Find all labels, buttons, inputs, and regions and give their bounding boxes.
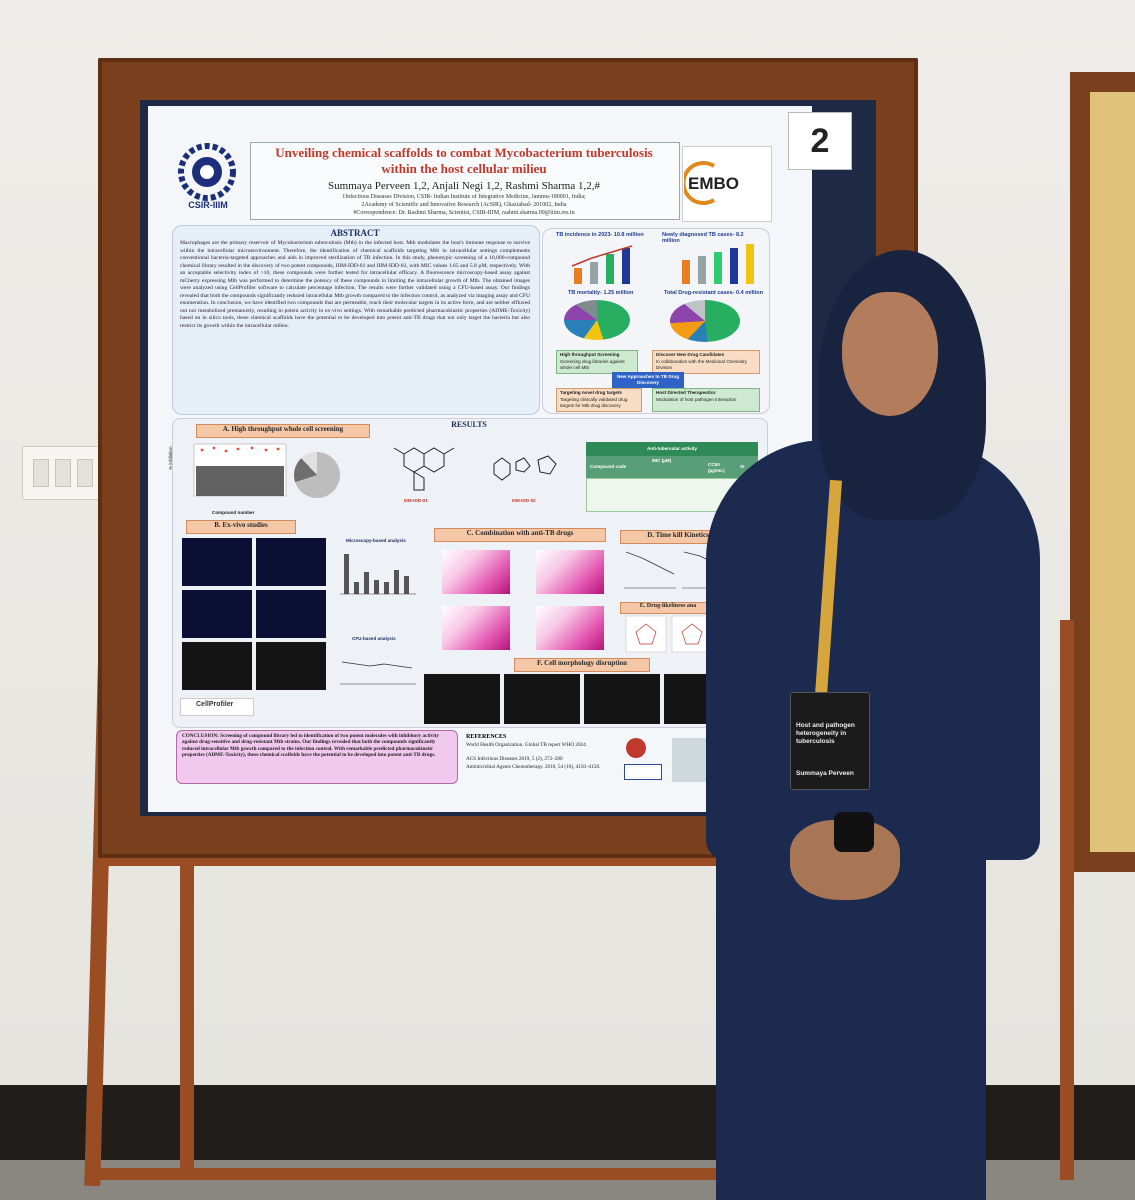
hts-pie (294, 452, 340, 498)
neighbor-easel-leg (1060, 620, 1074, 1180)
correspondence: #Correspondence: Dr. Rashmi Sharma, Scie… (353, 210, 575, 216)
sponsor-logo-2 (624, 764, 662, 780)
section-b-heading: B. Ex-vivo studies (186, 520, 296, 534)
poster-number: 2 (788, 112, 852, 170)
easel-leg-mid (180, 840, 194, 1180)
microscopy-bar-chart (340, 554, 416, 595)
abstract-text: Macrophages are the primary reservoir of… (180, 240, 530, 329)
stat-newly-diagnosed: Newly diagnosed TB cases- 8.2 million (662, 232, 744, 244)
embo-arc-icon (684, 161, 716, 205)
cfu-label: CFU-based analysis (352, 636, 396, 641)
box-host-directed-text: Modulation of host pathogen interaction (656, 397, 737, 402)
box-high-throughput-text: Screening drug libraries against whole c… (560, 359, 625, 370)
poster-title: Unveiling chemical scaffolds to combat M… (275, 145, 653, 176)
sem-iiim-idd-02 (584, 674, 660, 724)
heatmap-c2 (536, 550, 604, 594)
affiliation-1: 1Infectious Diseases Division, CSIR- Ind… (342, 194, 586, 200)
tb-incidence-chart (571, 245, 633, 284)
activity-table-col-cc50: CC50 (µg/mL) (708, 462, 725, 473)
cfu-line-chart (340, 661, 416, 685)
abstract-heading: ABSTRACT (330, 228, 380, 238)
poster-authors: Summaya Perveen 1,2, Anjali Negi 1,2, Ra… (328, 180, 600, 192)
box-new-approaches (612, 372, 684, 388)
hts-scatter-plot (193, 443, 287, 497)
box-high-throughput (556, 350, 638, 374)
references-heading: REFERENCES (466, 734, 507, 740)
easel-foot (90, 1168, 750, 1180)
micrograph-treated-4 (256, 642, 326, 690)
section-a-heading: A. High throughput whole cell screening (196, 424, 370, 438)
microscopy-label: Microscopy-based analysis (346, 538, 406, 543)
activity-table-title-bar (586, 442, 758, 456)
watch-icon (834, 812, 874, 852)
box-high-throughput-title: High throughput Screening (560, 352, 620, 357)
results-heading: RESULTS (451, 420, 487, 429)
abstract-box (172, 225, 540, 415)
activity-table-header (586, 456, 758, 478)
sem-iiim-idd-01 (504, 674, 580, 724)
affiliation-2: 2Academy of Scientific and Innovative Re… (361, 202, 567, 208)
reference-1: World Health Organization. Global TB rep… (466, 742, 588, 748)
activity-table-col-mic: MIC (µM) (652, 458, 672, 463)
hts-xlabel: Compound number (212, 510, 255, 515)
conference-badge (790, 692, 870, 790)
stat-drug-resistant: Total Drug-resistant cases- 0.4 million (664, 290, 763, 296)
hts-ylabel: % inhibition (168, 446, 173, 471)
sponsor-logo-1 (626, 738, 646, 758)
heatmap-c3 (442, 606, 510, 650)
csir-logo-text: CSIR-IIIM (188, 200, 228, 210)
box-new-approaches-text: New Approaches to TB Drug Discovery (616, 374, 680, 385)
tb-mortality-pie (564, 300, 630, 340)
compound-2-label: IIIM-IDD-02 (512, 498, 536, 503)
csir-logo-icon (178, 143, 236, 201)
activity-table-col-compound: Compound code (590, 464, 627, 469)
conclusion-box (176, 730, 458, 784)
box-new-candidates-text: In collaboration with the Medicinal Chem… (656, 359, 747, 370)
title-box (250, 142, 680, 220)
newly-diagnosed-chart (682, 244, 754, 284)
box-novel-targets-text: Targeting clinically validated drug targ… (560, 397, 628, 408)
embo-logo-text: EMBO (688, 174, 739, 193)
badge-event-title: Host and pathogen heterogeneity in tuber… (796, 722, 855, 745)
drug-likeness-radar (625, 615, 713, 653)
micrograph-treated-1 (182, 590, 252, 638)
box-novel-targets-title: Targeting novel drug targets (560, 390, 622, 395)
badge-name: Summaya Perveen (796, 770, 854, 777)
cellprofiler-logo-text: CellProfiler (196, 701, 234, 708)
sem-control (424, 674, 500, 724)
heatmap-c4 (536, 606, 604, 650)
box-host-directed (652, 388, 760, 412)
section-f-heading: F. Cell morphology disruption (514, 658, 650, 672)
box-new-candidates (652, 350, 760, 374)
micrograph-treated-2 (256, 590, 326, 638)
heatmap-c1 (442, 550, 510, 594)
compound-1-structure (393, 447, 455, 491)
person-face (842, 292, 938, 416)
micrograph-treated-3 (182, 642, 252, 690)
reference-3: Antimicrobial Agents Chemotherapy. 2010,… (466, 764, 601, 770)
activity-table-title: Anti-tubercular activity (646, 446, 698, 451)
stat-tb-incidence: TB incidence in 2023- 10.8 million (556, 232, 644, 238)
activity-table-col-si: SI (740, 464, 745, 469)
cellprofiler-logo (180, 698, 254, 716)
compound-2-structure (493, 455, 557, 481)
box-novel-targets (556, 388, 642, 412)
stat-tb-mortality: TB mortality- 1.25 million (568, 290, 634, 296)
section-c-heading: C. Combination with anti-TB drugs (434, 528, 606, 542)
section-e-heading: E. Drug-likeliness ana (620, 602, 716, 614)
conclusion-text: CONCLUSION: Screening of compound librar… (182, 733, 439, 759)
light-switch (22, 446, 102, 500)
embo-logo (682, 146, 772, 222)
drug-resistant-pie (670, 300, 740, 342)
micrograph-rifampicin-control (256, 538, 326, 586)
sem-bedaquiline (664, 674, 714, 724)
compound-1-label: IIIM-IDD-01 (404, 498, 428, 503)
box-new-candidates-title: Discover New Drug Candidates (656, 352, 725, 357)
neighbor-board-inner (1090, 92, 1135, 852)
reference-2: ACS Infectious Diseases 2019, 5 (2), 272… (466, 756, 563, 762)
box-host-directed-title: Host Directed Therapeutics (656, 390, 716, 395)
micrograph-infection-control (182, 538, 252, 586)
